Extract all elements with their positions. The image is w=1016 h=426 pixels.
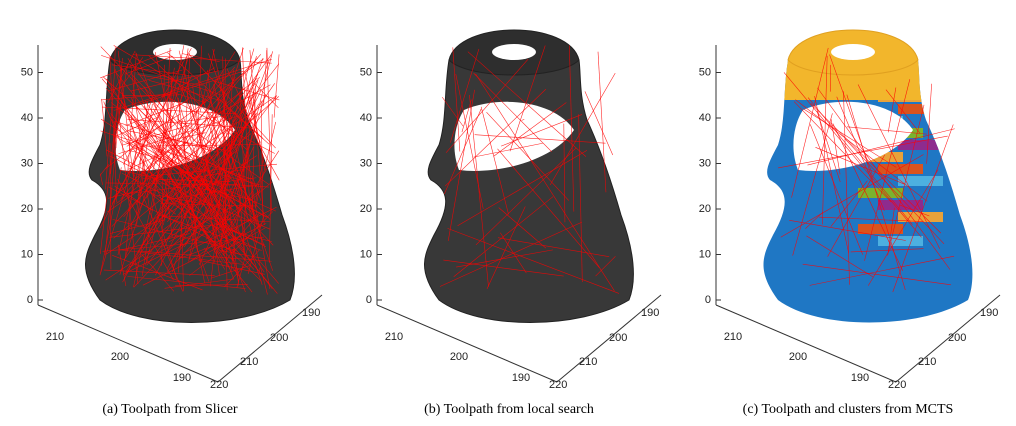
- travel-line: [254, 83, 278, 108]
- z-tick-label: 0: [366, 294, 372, 306]
- x-tick-label: 210: [385, 331, 403, 343]
- z-tick-label: 20: [360, 203, 372, 215]
- x-tick-label: 210: [724, 331, 742, 343]
- x-tick-label: 190: [851, 372, 869, 384]
- cluster: [858, 224, 903, 234]
- z-tick-label: 0: [705, 294, 711, 306]
- cluster: [898, 104, 943, 114]
- z-tick-label: 40: [360, 112, 372, 124]
- top-hole: [831, 44, 875, 60]
- y-tick-label: 190: [302, 307, 320, 319]
- x-tick-label: 210: [46, 331, 64, 343]
- y-tick-label: 190: [641, 307, 659, 319]
- y-tick-label: 200: [609, 332, 627, 344]
- y-tick-label: 200: [270, 332, 288, 344]
- x-tick-label: 200: [111, 351, 129, 363]
- caption: (c) Toolpath and clusters from MCTS: [743, 402, 954, 417]
- z-tick-label: 10: [699, 248, 711, 260]
- top-hole: [153, 44, 197, 60]
- figure: 01020304050210200190190200210220(a) Tool…: [0, 0, 1016, 426]
- z-tick-label: 10: [360, 248, 372, 260]
- y-tick-label: 210: [579, 356, 597, 368]
- z-tick-label: 30: [699, 157, 711, 169]
- x-tick-label: 190: [512, 372, 530, 384]
- y-tick-label: 220: [210, 379, 228, 391]
- cluster: [898, 140, 943, 150]
- y-tick-label: 220: [888, 379, 906, 391]
- travel-line: [274, 54, 279, 117]
- x-tick-label: 200: [450, 351, 468, 363]
- z-tick-label: 40: [699, 112, 711, 124]
- caption: (b) Toolpath from local search: [424, 402, 594, 417]
- x-tick-label: 190: [173, 372, 191, 384]
- panel: 0 10 20 30 40 50 210 200 190 190 200 210 220 (b) Tool…: [360, 30, 661, 417]
- z-tick-label: 30: [21, 157, 33, 169]
- y-tick-label: 200: [948, 332, 966, 344]
- z-tick-label: 30: [360, 157, 372, 169]
- panel: 0 10 20 30 40 50 210 200 190 190 200 210 220 (c) Tool…: [699, 20, 1000, 417]
- y-tick-label: 210: [240, 356, 258, 368]
- z-tick-label: 50: [360, 66, 372, 78]
- y-tick-label: 220: [549, 379, 567, 391]
- y-tick-label: 210: [918, 356, 936, 368]
- figure-canvas: 01020304050210200190190200210220(a) Tool…: [0, 0, 1016, 426]
- z-tick-label: 20: [21, 203, 33, 215]
- x-tick-label: 200: [789, 351, 807, 363]
- cluster: [878, 236, 923, 246]
- top-hole: [492, 44, 536, 60]
- cluster: [878, 164, 923, 174]
- z-tick-label: 40: [21, 112, 33, 124]
- caption: (a) Toolpath from Slicer: [102, 402, 238, 417]
- z-tick-label: 0: [27, 294, 33, 306]
- y-tick-label: 190: [980, 307, 998, 319]
- z-tick-label: 50: [21, 66, 33, 78]
- panel: 0 10 20 30 40 50 210 200 190 190 200 210 220 (a) Tool…: [21, 30, 322, 417]
- z-tick-label: 20: [699, 203, 711, 215]
- toolpath-body: [424, 60, 633, 323]
- z-tick-label: 10: [21, 248, 33, 260]
- z-tick-label: 50: [699, 66, 711, 78]
